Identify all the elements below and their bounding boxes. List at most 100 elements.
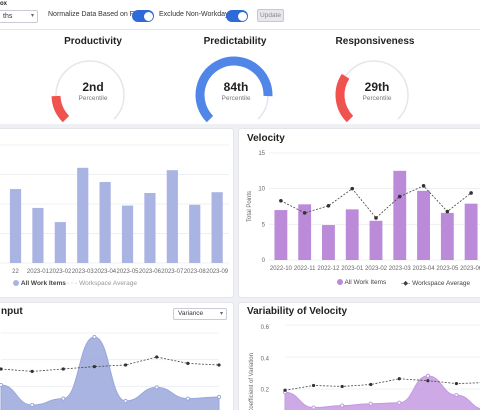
legend-line-icon: -◆- [401, 280, 411, 287]
toolbar: ox ths ▾ Normalize Data Based on FTE Exc… [0, 0, 480, 30]
bar [417, 190, 430, 260]
exclude-label: Exclude Non-Workdays [159, 11, 233, 18]
average-line [280, 185, 472, 219]
y-tick-label: 10 [258, 187, 265, 193]
responsiveness-gauge [335, 60, 409, 123]
legend-dashed-line-icon: - ◦ - [67, 280, 78, 287]
bar [189, 204, 201, 263]
gauge-fill [195, 56, 273, 123]
average-point [369, 382, 373, 387]
throughput-variance-title: nput [1, 306, 23, 317]
legend-avg-label: Workspace Average [79, 280, 137, 287]
bar [77, 167, 89, 263]
average-point [283, 388, 287, 392]
average-point [0, 367, 3, 371]
variability-title: Variability of Velocity [247, 306, 348, 317]
average-point [92, 365, 97, 369]
throughput-bar-chart: 22 2023-01 2023-02 2023-03 2023-04 2023-05 202… [0, 144, 229, 275]
gauge-title-productivity: Productivity [64, 36, 122, 47]
x-tick-label: 2023-09 [206, 269, 229, 275]
average-point [217, 363, 221, 367]
average-point [426, 379, 430, 383]
x-tick-label: 2023-03 [72, 269, 95, 275]
average-point [445, 209, 450, 214]
area-point [454, 392, 459, 398]
area-point [397, 400, 402, 405]
y-axis-label: Coefficient of Variation [249, 353, 255, 410]
legend-all-work-items[interactable]: All Work Items [13, 280, 66, 287]
bar [121, 205, 134, 263]
average-point [374, 216, 378, 220]
average-point [123, 363, 128, 367]
average-point [302, 211, 307, 215]
chevron-down-icon: ▾ [219, 311, 223, 317]
legend-all-work-items[interactable]: All Work Items [337, 279, 386, 286]
y-tick-label: 5 [262, 222, 266, 228]
area-point [216, 394, 222, 400]
average-point [155, 355, 159, 359]
velocity-title: Velocity [247, 133, 285, 144]
average-point [469, 191, 473, 195]
average-point [454, 381, 459, 386]
x-tick-label: 2023-01 [341, 266, 364, 272]
area-point [92, 334, 97, 340]
average-point [350, 186, 355, 191]
area-point [30, 402, 35, 408]
exclude-toggle[interactable] [226, 10, 248, 22]
x-tick-label: 2023-08 [184, 269, 207, 275]
average-point [30, 369, 34, 373]
y-tick-label: 15 [258, 151, 265, 157]
average-point [326, 203, 331, 208]
x-tick-label: 2023-05 [436, 266, 459, 272]
variance-dropdown[interactable]: Variance ▾ [173, 308, 227, 320]
y-axis-label: Total Points [247, 191, 253, 222]
bar [393, 170, 407, 260]
gauge-sub-predictability: Percentile [221, 95, 251, 102]
velocity-panel: Velocity 15 10 5 0 Total Points 2022-10 2022-1… [238, 128, 480, 298]
legend-workspace-average[interactable]: -◆- Workspace Average [401, 279, 470, 287]
gauge-sub-productivity: Percentile [78, 95, 108, 102]
gauges-section: Productivity 2nd Percentile Predictabili… [0, 30, 480, 124]
legend-avg-label: Workspace Average [412, 280, 471, 287]
legend-all-label: All Work Items [20, 280, 66, 287]
productivity-gauge [51, 60, 125, 123]
average-point [186, 361, 190, 365]
area-point [340, 403, 345, 408]
y-tick-label: 0.2 [261, 388, 270, 394]
legend-dot-icon [13, 280, 19, 287]
bar [166, 170, 178, 263]
gauge-title-predictability: Predictability [203, 36, 267, 47]
legend-dot-icon [337, 279, 343, 286]
x-tick-label: 2023-04 [413, 266, 436, 272]
area-point [154, 385, 159, 390]
x-tick-label: 2023-07 [161, 269, 184, 275]
area-point [123, 398, 128, 404]
legend-workspace-average[interactable]: - ◦ - Workspace Average [67, 280, 137, 287]
y-tick-label: 0 [262, 258, 266, 264]
variance-dropdown-value: Variance [178, 310, 204, 317]
average-point [421, 184, 426, 188]
period-select-value: ths [3, 13, 13, 20]
period-select[interactable]: ths ▾ [0, 10, 38, 23]
gauge-sub-responsiveness: Percentile [362, 95, 392, 102]
area-point [425, 373, 430, 378]
throughput-variance-panel: nput Variance ▾ [0, 302, 234, 410]
normalize-toggle[interactable] [132, 10, 154, 22]
x-tick-label: 2022-12 [317, 266, 340, 272]
x-tick-label: 2023-03 [389, 266, 412, 272]
bar [322, 225, 335, 260]
average-point [397, 377, 401, 381]
bar [144, 192, 156, 263]
average-line [0, 356, 220, 372]
bar [440, 212, 454, 260]
update-button[interactable]: Update [257, 9, 284, 22]
average-point [397, 194, 402, 199]
toggle-knob [143, 11, 153, 21]
period-label: ox [0, 1, 8, 7]
bar [298, 204, 312, 260]
gauge-value-predictability: 84th [223, 80, 249, 94]
gauge-fill [51, 95, 70, 123]
area-point [368, 401, 373, 406]
area-point [0, 382, 4, 388]
